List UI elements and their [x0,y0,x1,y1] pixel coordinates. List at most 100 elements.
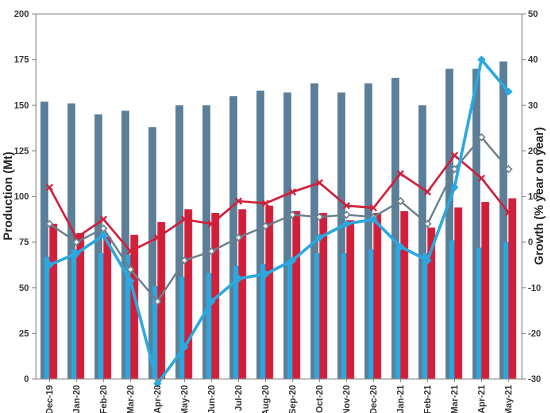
bar-s1-Feb-20 [94,114,103,380]
point-l3-Feb-20 [99,231,108,240]
bar-s3-Dec-20 [373,212,382,379]
x-tick-label: Jun-20 [207,385,217,413]
point-l3-Dec-20 [369,215,378,224]
point-l3-Mar-21 [450,183,459,192]
bar-s1-Dec-19 [40,101,49,379]
bar-s1-Apr-21 [472,68,481,379]
point-l2-Nov-20 [342,210,351,219]
bar-s3-Jun-20 [211,212,220,379]
bar-s2-Oct-20 [314,253,323,379]
point-l2-Jan-21 [396,196,405,206]
bar-s1-Jan-20 [67,103,76,380]
point-l1-Mar-20 [126,247,135,255]
y2-tick-label: -10 [528,283,541,293]
bar-s2-Jan-21 [395,245,404,379]
x-tick-label: May-21 [504,385,514,413]
point-l2-Oct-20 [315,212,324,222]
point-l3-Jan-20 [72,249,81,258]
growth-line-1 [48,154,510,253]
x-tick-label: Dec-20 [369,385,379,413]
x-tick-label: Jan-20 [72,385,82,413]
point-l2-Apr-20 [153,297,162,306]
bar-s2-May-20 [179,276,188,379]
point-l1-Dec-20 [369,204,378,212]
bar-s2-Feb-21 [422,253,431,379]
point-l1-Oct-20 [315,179,324,187]
y-tick-label: 0 [24,374,29,384]
x-tick-label: Feb-20 [99,385,109,413]
bar-s1-Jan-21 [391,77,400,380]
point-l1-Jun-20 [207,220,216,228]
bar-s2-Nov-20 [341,253,350,379]
point-l2-Sep-20 [288,210,297,219]
bar-s3-Jan-20 [76,233,85,379]
point-l3-Nov-20 [342,219,351,228]
bar-s1-Feb-21 [418,105,427,379]
y-tick-label: 125 [14,146,29,156]
x-tick-label: Oct-20 [315,385,325,413]
x-tick-label: Sep-20 [288,385,298,413]
x-tick-label: Mar-21 [450,385,460,413]
bar-s3-May-21 [508,198,517,379]
bar-s2-Jun-20 [206,273,215,379]
point-l2-Aug-20 [261,222,270,231]
bar-s1-Jul-20 [229,96,238,380]
ticks-layer: 0 25 50 75 100 125 150 175 200 -30 -20 -10 0 10 20 30 40… [14,9,541,413]
y2-tick-label: 40 [528,55,538,65]
y-tick-label: 200 [14,9,29,19]
bar-s3-Feb-20 [103,236,112,379]
point-l1-Jul-20 [234,197,243,205]
x-tick-label: Apr-21 [477,385,487,413]
point-l1-Aug-20 [261,199,270,207]
bar-s2-Apr-20 [152,285,161,379]
bar-s1-Nov-20 [337,92,346,379]
point-l1-Feb-20 [99,215,108,223]
point-l1-Mar-21 [450,151,459,160]
point-l1-May-20 [180,215,189,223]
bars-layer [40,61,517,380]
bar-s3-Apr-20 [157,222,166,379]
bar-s1-Jun-20 [202,105,211,379]
bar-s1-Dec-20 [364,83,373,379]
x-tick-label: Mar-20 [126,385,136,413]
y2-tick-label: 30 [528,100,538,110]
x-tick-label: Aug-20 [261,385,271,413]
bar-s1-May-20 [175,105,184,379]
point-l3-Mar-20 [126,276,135,286]
bar-s1-Aug-20 [256,90,265,380]
bar-s3-Sep-20 [292,211,301,379]
bar-s3-Apr-21 [481,201,490,379]
bar-s2-Aug-20 [260,264,269,379]
bar-s2-Jul-20 [233,265,242,379]
point-l1-Jan-21 [396,170,405,178]
bar-s1-Sep-20 [283,92,292,379]
growth-line-3 [48,58,510,386]
point-l3-Apr-20 [153,379,162,388]
point-l2-Jan-20 [72,238,81,247]
x-tick-label: Feb-21 [423,385,433,413]
point-l1-Nov-20 [342,201,351,210]
bar-s3-Feb-21 [427,227,436,379]
point-l2-Jul-20 [234,233,243,242]
point-l2-May-20 [180,256,189,265]
point-l3-Jun-20 [207,297,216,306]
bar-s3-May-20 [184,209,193,379]
point-l2-Mar-20 [126,265,135,274]
y2-axis-title: Growth (% year on year) [532,127,546,265]
bar-s1-May-21 [499,61,508,379]
point-l3-May-21 [504,87,513,96]
y2-tick-label: -20 [528,328,541,338]
y2-tick-label: 20 [528,146,538,156]
point-l3-Oct-20 [315,233,324,242]
y2-tick-label: 10 [528,192,538,202]
growth-line-2 [48,136,510,303]
point-l2-Dec-19 [45,219,54,228]
point-l2-May-21 [504,165,513,174]
bar-s1-Oct-20 [310,83,319,379]
point-l1-May-21 [504,208,513,217]
bar-s2-Dec-20 [368,249,377,379]
x-tick-label: Nov-20 [342,385,352,413]
bar-s2-Apr-21 [476,247,485,379]
